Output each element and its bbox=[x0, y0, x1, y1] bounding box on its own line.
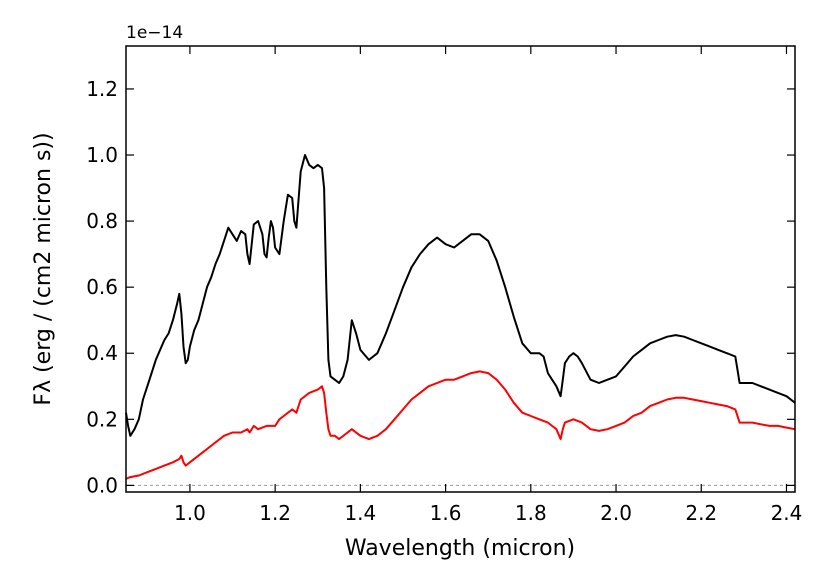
y-tick-label: 0.2 bbox=[86, 407, 118, 431]
series-line-1 bbox=[125, 154, 796, 437]
x-tick-label: 1.2 bbox=[259, 501, 291, 525]
x-tick-label: 1.0 bbox=[174, 501, 206, 525]
ticks-layer: 1.0 1.2 1.4 1.6 1.8 2.0 2.2 2.4 0.0 0.2 0.4 0.6 0.8 1… bbox=[86, 46, 802, 525]
x-tick-label: 1.6 bbox=[430, 501, 462, 525]
y-tick-label: 1.0 bbox=[86, 143, 118, 167]
y-tick-label: 0.0 bbox=[86, 473, 118, 497]
series-layer bbox=[125, 154, 796, 480]
x-tick-label: 2.0 bbox=[600, 501, 632, 525]
y-axis-label: Fλ (erg / (cm2 micron s)) bbox=[31, 132, 56, 405]
x-tick-label: 1.4 bbox=[344, 501, 376, 525]
y-tick-label: 0.6 bbox=[86, 275, 118, 299]
y-tick-label: 1.2 bbox=[86, 77, 118, 101]
y-offset-label: 1e−14 bbox=[126, 23, 183, 43]
series-line-2 bbox=[125, 370, 796, 480]
y-tick-label: 0.4 bbox=[86, 341, 118, 365]
plot-frame bbox=[125, 45, 796, 493]
y-tick-label: 0.8 bbox=[86, 209, 118, 233]
x-tick-label: 2.4 bbox=[771, 501, 803, 525]
x-axis-label: Wavelength (micron) bbox=[345, 536, 575, 561]
x-tick-label: 2.2 bbox=[685, 501, 717, 525]
x-tick-label: 1.8 bbox=[515, 501, 547, 525]
